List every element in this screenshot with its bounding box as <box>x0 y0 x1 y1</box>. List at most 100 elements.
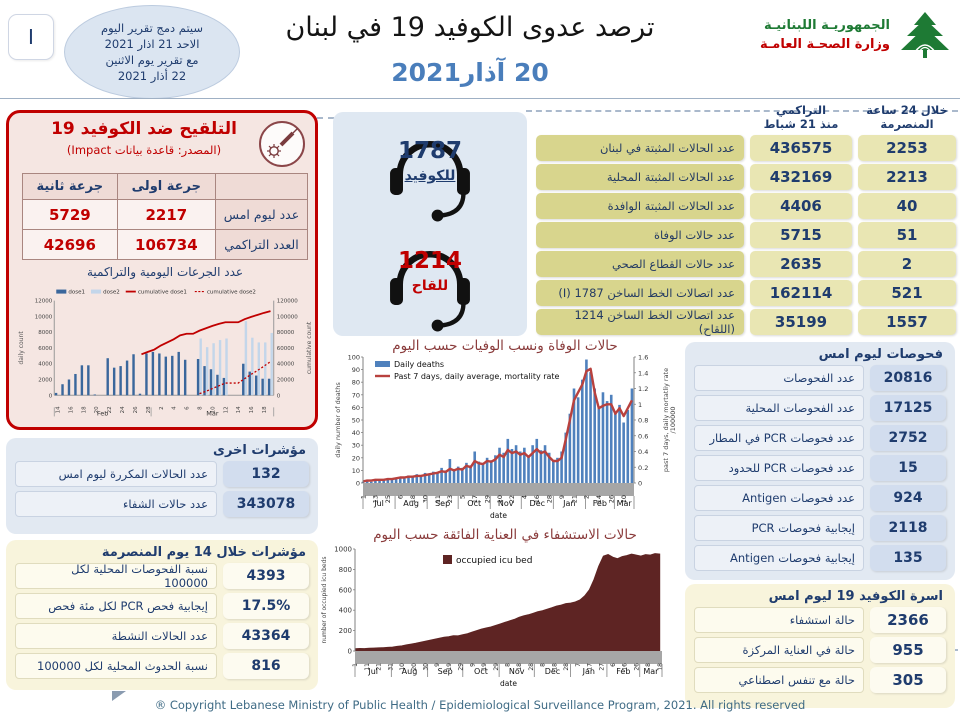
list-item: نسبة الفحوصات المحلية لكل 100000 4393 <box>15 562 309 590</box>
svg-text:50: 50 <box>352 417 360 425</box>
other-indicators-title: مؤشرات اخرى <box>213 443 306 458</box>
stats-table: التراكمي منذ 21 شباط خلال 24 ساعة المنصرمة… <box>526 100 958 338</box>
row-label: عدد الحالات المثبتة في لبنان <box>536 135 744 161</box>
table-row: عدد الحالات المثبتة الوافدة 4406 40 <box>536 193 958 219</box>
ministry-name-line2: وزارة الصحـة العامـة <box>759 37 890 52</box>
yesterday-dose2: 5729 <box>22 199 118 230</box>
svg-text:0.6: 0.6 <box>638 432 648 440</box>
indicator-label: عدد الحالات المكررة ليوم امس <box>15 461 217 487</box>
svg-text:18: 18 <box>551 663 558 671</box>
svg-text:2: 2 <box>583 495 591 499</box>
svg-text:26: 26 <box>633 663 640 671</box>
svg-text:18: 18 <box>516 663 523 671</box>
report-date: 20 آذار2021 <box>391 58 549 87</box>
cumulative-header: التراكمي منذ 21 شباط <box>763 102 839 131</box>
col-header-dose2: جرعة ثانية <box>22 173 118 200</box>
test-value: 924 <box>870 485 946 511</box>
test-value: 20816 <box>870 365 946 391</box>
svg-text:28: 28 <box>146 406 152 414</box>
svg-text:22: 22 <box>107 406 113 413</box>
list-item: إيجابية فحوصات Antigen 135 <box>694 545 946 571</box>
test-value: 15 <box>870 455 946 481</box>
indicator-value: 343078 <box>223 491 309 517</box>
svg-text:13: 13 <box>372 495 380 503</box>
svg-text:18: 18 <box>81 406 87 414</box>
svg-text:6: 6 <box>397 495 405 499</box>
svg-text:occupied icu bed: occupied icu bed <box>456 556 532 566</box>
svg-text:Aug: Aug <box>402 667 418 676</box>
svg-text:0: 0 <box>348 648 352 656</box>
header-dashed-line <box>526 110 958 112</box>
svg-text:40: 40 <box>352 429 360 437</box>
svg-text:Nov: Nov <box>509 667 525 676</box>
svg-text:60: 60 <box>352 404 360 412</box>
svg-text:25: 25 <box>384 495 392 503</box>
svg-text:80000: 80000 <box>277 330 295 336</box>
svg-text:21: 21 <box>376 663 383 671</box>
cumulative-dose1: 106734 <box>116 229 217 260</box>
svg-text:Mar: Mar <box>206 409 219 417</box>
merge-notice-bubble: سيتم دمج تقرير اليوم الاحد 21 اذار 2021 … <box>64 5 240 99</box>
svg-text:18: 18 <box>409 495 417 503</box>
svg-text:Dec: Dec <box>545 667 560 676</box>
svg-text:80: 80 <box>352 379 360 387</box>
indicator-label: إيجابية فحص PCR لكل مئة فحص <box>15 593 217 619</box>
row-label-cumulative: العدد التراكمي <box>215 229 308 260</box>
indicator-value: 132 <box>223 461 309 487</box>
svg-text:10: 10 <box>352 467 360 475</box>
test-label: عدد فحوصات PCR للحدود <box>694 455 864 481</box>
svg-text:18: 18 <box>657 663 664 671</box>
svg-text:1000: 1000 <box>334 546 352 554</box>
row-cumulative: 5715 <box>750 222 852 248</box>
svg-text:22: 22 <box>508 495 516 503</box>
svg-text:27: 27 <box>598 663 605 671</box>
svg-text:Nov: Nov <box>498 499 514 508</box>
svg-text:Jan: Jan <box>562 499 575 508</box>
last24h-header: خلال 24 ساعة المنصرمة <box>866 102 948 131</box>
table-row: عدد اتصالات الخط الساخن 1787 (I) 162114 … <box>536 280 958 306</box>
row-label: عدد الحالات المثبتة الوافدة <box>536 193 744 219</box>
list-item: عدد الفحوصات المحلية 17125 <box>694 395 946 421</box>
vaccination-chart-caption: عدد الجرعات اليومية والتراكمية <box>86 265 244 279</box>
svg-text:17: 17 <box>471 495 479 503</box>
svg-text:daily number of deaths: daily number of deaths <box>334 382 342 458</box>
icu-chart: 0 200 400 600 800 1000 occupied icu bed 1 11 21 31… <box>318 543 678 693</box>
svg-text:6: 6 <box>610 663 617 667</box>
svg-text:cumulative dose2: cumulative dose2 <box>207 290 256 296</box>
svg-text:Feb: Feb <box>593 499 607 508</box>
notice-line-2: الاحد 21 اذار 2021 <box>104 36 200 51</box>
svg-text:9: 9 <box>469 663 476 667</box>
col-header-dose1: جرعة اولى <box>116 173 217 200</box>
dashed-connector-left <box>306 117 334 119</box>
row-label: عدد الحالات المثبتة المحلية <box>536 164 744 190</box>
svg-text:20000: 20000 <box>277 378 295 384</box>
svg-text:8: 8 <box>198 406 204 410</box>
svg-text:10: 10 <box>399 663 406 671</box>
row-cumulative: 35199 <box>750 309 852 335</box>
svg-text:60000: 60000 <box>277 346 295 352</box>
svg-text:0.4: 0.4 <box>638 448 648 456</box>
svg-text:14: 14 <box>236 406 242 414</box>
svg-text:24: 24 <box>120 406 126 414</box>
svg-text:1.4: 1.4 <box>638 369 648 377</box>
table-row: عدد اتصالات الخط الساخن 1214 (اللقاح) 35… <box>536 308 958 336</box>
svg-text:30: 30 <box>352 442 360 450</box>
vaccine-hotline-label: للقاح <box>411 278 449 294</box>
svg-text:29: 29 <box>483 495 491 503</box>
svg-text:Jan: Jan <box>582 667 595 676</box>
svg-text:14: 14 <box>595 495 603 503</box>
bed-value: 2366 <box>870 607 946 633</box>
list-item: عدد حالات الشفاء 343078 <box>15 491 309 517</box>
svg-text:16: 16 <box>68 406 74 414</box>
test-value: 135 <box>870 545 946 571</box>
svg-text:4000: 4000 <box>38 362 53 368</box>
test-label: عدد فحوصات Antigen <box>694 485 864 511</box>
svg-text:Past 7 days, daily average, mo: Past 7 days, daily average, mortality ra… <box>394 372 560 381</box>
svg-text:28: 28 <box>528 663 535 671</box>
row-label: عدد اتصالات الخط الساخن 1787 (I) <box>536 280 744 306</box>
svg-text:18: 18 <box>262 406 268 414</box>
indicators-14d-panel: مؤشرات خلال 14 يوم المنصرمة نسبة الفحوصا… <box>6 540 318 690</box>
test-value: 2752 <box>870 425 946 451</box>
vaccination-source: (المصدر: قاعدة بيانات Impact) <box>66 143 222 157</box>
